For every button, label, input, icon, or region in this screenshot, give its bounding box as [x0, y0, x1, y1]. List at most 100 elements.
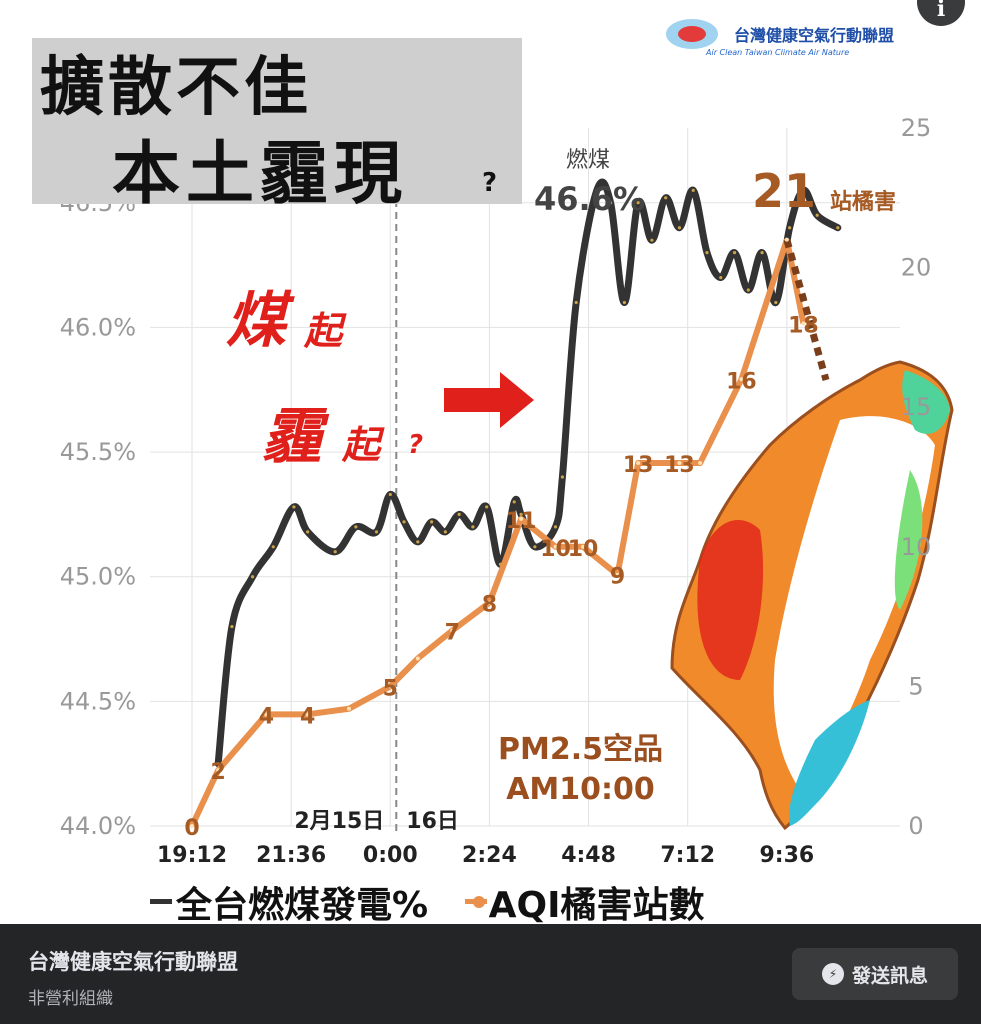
legend-aqi-label: AQI橘害站數: [488, 884, 705, 925]
coal-point: [471, 525, 475, 529]
headline-question: ?: [482, 168, 498, 198]
legend-coal-swatch-icon: [150, 899, 172, 904]
coal-point: [512, 500, 516, 504]
aqi-peak-number: 21: [752, 164, 817, 218]
right-axis-tick-label: 0: [908, 812, 923, 840]
logo-emblem-icon: [666, 19, 718, 49]
x-axis-tick-label: 19:12: [157, 843, 227, 868]
x-axis-tick-label: 0:00: [363, 843, 418, 868]
coal-point: [705, 251, 709, 255]
red-text-question: ?: [408, 430, 424, 460]
headline-box: [32, 38, 522, 204]
aqi-point: [487, 600, 492, 605]
coal-point: [230, 624, 234, 629]
post-image: 0 2 4 4 5 7 8 11 10 10 9 13 13 16 18 44.0% 44.5% 45.0% 45…: [0, 0, 981, 924]
aqi-point: [784, 237, 789, 242]
x-axis-tick-label: 2:24: [462, 843, 517, 868]
coal-point: [746, 288, 750, 292]
coal-point: [271, 545, 275, 549]
aqi-point: [553, 544, 558, 549]
red-text-coal-rise: 起: [304, 309, 343, 353]
aqi-data-label: 18: [788, 313, 819, 338]
aqi-data-label: 5: [383, 676, 398, 701]
messenger-icon: ⚡: [821, 963, 844, 985]
x-axis-tick-label: 4:48: [561, 843, 616, 868]
coal-point: [429, 520, 434, 524]
aqi-point: [677, 461, 682, 466]
aqi-projection-dotted: [783, 238, 830, 381]
coal-point: [216, 762, 220, 766]
coal-point: [306, 530, 310, 534]
headline-line1: 擴散不佳: [40, 50, 312, 125]
send-message-button[interactable]: ⚡ 發送訊息: [792, 948, 958, 1000]
alliance-logo: 台灣健康空氣行動聯盟 Air Clean Taiwan Climate Air …: [658, 14, 958, 64]
aqi-data-label: 7: [445, 621, 460, 646]
info-icon[interactable]: i: [917, 0, 965, 26]
aqi-point: [636, 461, 641, 466]
left-axis-tick-label: 45.5%: [60, 438, 136, 466]
aqi-data-label: 13: [664, 453, 695, 478]
coal-point: [691, 188, 695, 192]
aqi-data-label: 8: [482, 593, 497, 618]
coal-point: [553, 525, 558, 529]
aqi-point: [190, 824, 194, 828]
date-label-16: 16日: [406, 809, 459, 834]
aqi-point: [581, 544, 586, 549]
coal-point: [650, 238, 654, 242]
coal-point: [732, 251, 737, 255]
coal-point: [374, 530, 379, 534]
coal-point: [333, 550, 337, 554]
coal-point: [664, 196, 668, 200]
coal-point: [519, 512, 523, 516]
red-text-haze: 霾: [262, 402, 322, 472]
left-axis-tick-label: 45.0%: [60, 563, 136, 591]
coal-point: [574, 300, 578, 305]
coal-point: [801, 188, 805, 192]
legend-aqi-dot-icon: [472, 895, 485, 908]
left-axis-tick-label: 46.0%: [60, 313, 136, 341]
aqi-point: [305, 712, 310, 717]
aqi-point: [698, 461, 703, 466]
pm25-map: [670, 360, 954, 831]
logo-title: 台灣健康空氣行動聯盟: [734, 26, 895, 45]
logo-subtitle: Air Clean Taiwan Climate Air Nature: [706, 48, 850, 57]
aqi-point: [615, 572, 620, 577]
coal-point: [774, 300, 778, 305]
send-message-label: 發送訊息: [851, 964, 928, 987]
coal-peak-value: 46.6%: [534, 180, 646, 218]
coal-point: [354, 525, 358, 529]
coal-point: [250, 575, 255, 579]
aqi-data-label: 9: [610, 565, 625, 590]
coal-point: [533, 545, 537, 549]
page-name-link[interactable]: 台灣健康空氣行動聯盟: [28, 950, 238, 974]
x-axis-tick-label: 9:36: [759, 843, 814, 868]
aqi-point: [519, 516, 524, 521]
x-axis-tick-label: 7:12: [660, 843, 715, 868]
aqi-data-label: 13: [623, 453, 654, 478]
coal-point: [560, 475, 565, 479]
aqi-data-label: 10: [540, 537, 571, 562]
aqi-data-label: 2: [211, 760, 226, 785]
coal-point: [485, 505, 489, 509]
coal-point: [836, 226, 840, 230]
aqi-point: [346, 706, 351, 711]
coal-point: [402, 520, 406, 524]
legend-item-coal: 全台燃煤發電%: [150, 876, 429, 925]
right-axis-tick-label: 5: [908, 672, 923, 700]
aqi-data-label: 10: [568, 537, 599, 562]
coal-point: [595, 188, 599, 192]
legend-item-aqi: AQI橘害站數: [464, 876, 705, 925]
coal-point: [457, 512, 461, 516]
left-axis-tick-label: 44.5%: [60, 687, 136, 715]
aqi-peak-text: 站橘害: [830, 190, 897, 215]
aqi-point: [264, 712, 269, 717]
aqi-data-label: 0: [184, 816, 199, 841]
legend-coal-label: 全台燃煤發電%: [176, 884, 429, 925]
coal-point: [636, 201, 640, 205]
coal-point: [609, 201, 613, 205]
aqi-point: [450, 628, 455, 633]
coal-point: [815, 213, 819, 217]
pm25-caption-line2: AM10:00: [506, 772, 655, 807]
coal-peak-label: 燃煤: [566, 148, 611, 173]
right-axis-tick-label: 10: [901, 533, 932, 561]
